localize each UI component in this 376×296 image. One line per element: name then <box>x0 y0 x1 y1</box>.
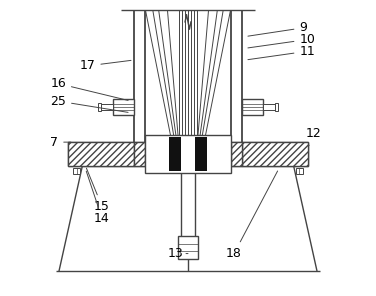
Bar <box>134 142 146 165</box>
Bar <box>242 142 308 165</box>
Text: 10: 10 <box>248 33 315 48</box>
Text: 15: 15 <box>86 168 110 213</box>
Bar <box>179 236 197 259</box>
Bar <box>73 168 80 173</box>
Text: 18: 18 <box>226 171 277 260</box>
Text: 7: 7 <box>50 136 71 149</box>
Bar <box>274 102 278 111</box>
Text: 16: 16 <box>50 77 128 100</box>
Bar <box>230 142 242 165</box>
Bar <box>146 135 230 173</box>
Text: 17: 17 <box>79 59 131 73</box>
Bar <box>263 104 274 110</box>
Text: 9: 9 <box>248 21 307 36</box>
Bar <box>242 99 263 115</box>
Text: 25: 25 <box>50 95 128 112</box>
Bar <box>98 102 102 111</box>
Bar <box>102 104 113 110</box>
Bar <box>68 142 134 165</box>
Text: 11: 11 <box>248 45 315 59</box>
Bar <box>169 137 181 171</box>
Bar <box>113 99 134 115</box>
Bar <box>195 137 207 171</box>
Text: 14: 14 <box>86 171 110 225</box>
Text: 13: 13 <box>167 247 188 260</box>
Bar <box>296 168 303 173</box>
Text: 12: 12 <box>305 127 321 145</box>
